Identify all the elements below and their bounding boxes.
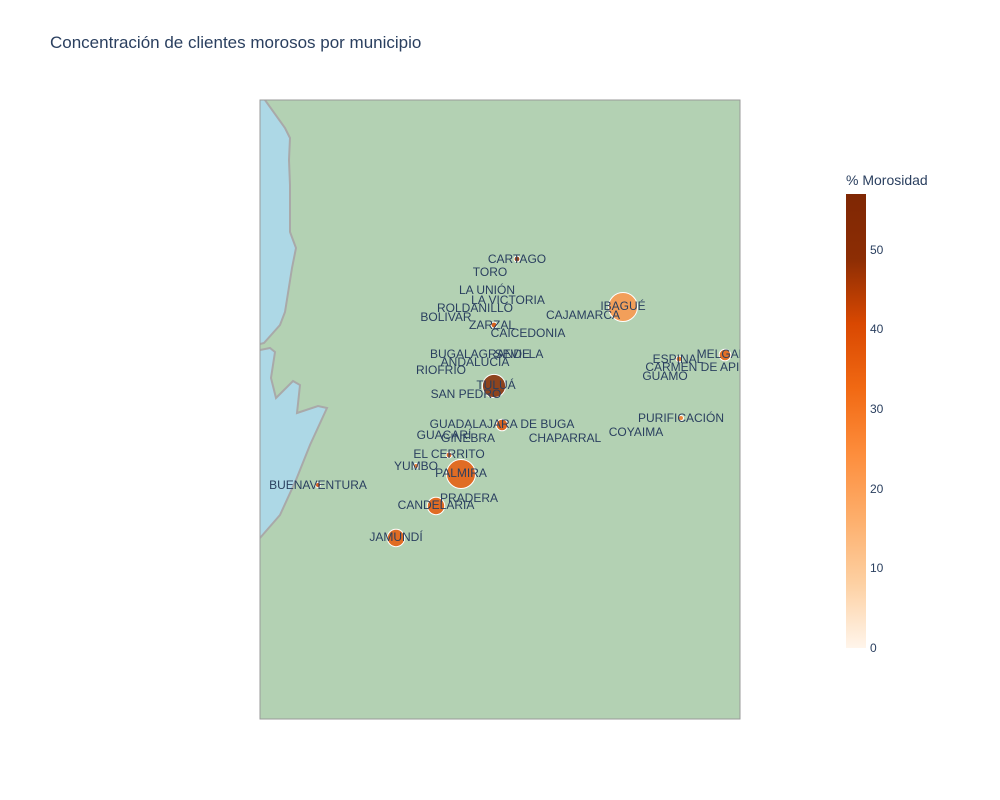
label-riofrio: RIOFRIO (416, 363, 466, 377)
label-bugalagrande: BUGALAGRANDE (430, 347, 530, 361)
label-caicedonia: CAICEDONIA (491, 326, 566, 340)
marker-yumbo[interactable] (413, 463, 419, 469)
label-chaparral: CHAPARRAL (529, 431, 602, 445)
label-espinal: ESPINAL (653, 352, 704, 366)
label-carmen-de-apicala: CARMEN DE APICALÁ (645, 359, 770, 374)
label-la-union: LA UNIÓN (459, 282, 515, 297)
colorbar-tick: 20 (870, 481, 884, 496)
colorbar-tick: 10 (870, 561, 884, 576)
label-guamo: GUAMO (642, 369, 687, 383)
marker-ibague[interactable] (608, 292, 638, 322)
label-el-cerrito: EL CERRITO (413, 447, 484, 461)
label-la-victoria: LA VICTORIA (471, 293, 545, 307)
map-land (260, 100, 740, 719)
label-sevilla: SEVILLA (495, 347, 544, 361)
colorbar-title: % Morosidad (846, 172, 928, 188)
label-cajamarca: CAJAMARCA (546, 308, 620, 322)
colorbar-tick: 0 (870, 641, 877, 655)
colorbar-tick: 30 (870, 402, 884, 417)
marker-guadalajara-de-buga[interactable] (495, 418, 509, 432)
marker-candelaria[interactable] (426, 496, 446, 516)
marker-espinal[interactable] (675, 355, 683, 363)
label-coyaima: COYAIMA (609, 425, 663, 439)
label-pradera: PRADERA (440, 491, 498, 505)
coastline-south (260, 346, 329, 539)
label-san-pedro: SAN PEDRO (431, 387, 502, 401)
label-bolivar: BOLIVAR (420, 310, 471, 324)
label-purificacion: PURIFICACIÓN (638, 410, 724, 425)
chart-title: Concentración de clientes morosos por mu… (50, 33, 422, 52)
colorbar-tick: 40 (870, 322, 884, 337)
marker-el-cerrito[interactable] (445, 451, 453, 459)
label-cartago: CARTAGO (488, 252, 546, 266)
map-ocean (260, 100, 296, 344)
label-roldanillo: ROLDANILLO (437, 301, 513, 315)
marker-purificacion[interactable] (678, 415, 684, 421)
marker-melgar[interactable] (718, 348, 732, 362)
coastline (260, 100, 298, 345)
marker-buenaventura[interactable] (315, 482, 321, 488)
map-ocean-south (260, 348, 327, 538)
marker-tulua[interactable] (481, 373, 507, 399)
label-guacari: GUACARÍ (417, 427, 472, 442)
label-palmira: PALMIRA (435, 466, 487, 480)
label-ginebra: GINEBRA (441, 431, 495, 445)
label-yumbo: YUMBO (394, 459, 438, 473)
label-tulua: TULUÁ (476, 377, 515, 392)
label-ibague: IBAGUÉ (600, 298, 645, 313)
label-zarzal: ZARZAL (469, 318, 515, 332)
label-melgar: MELGAR (697, 347, 748, 361)
colorbar (846, 194, 866, 648)
label-andalucia: ANDALUCÍA (441, 354, 510, 369)
label-buenaventura: BUENAVENTURA (269, 478, 367, 492)
marker-palmira[interactable] (446, 459, 476, 489)
marker-jamundi[interactable] (386, 528, 406, 548)
label-candelaria: CANDELARIA (398, 498, 475, 512)
colorbar-tick: 50 (870, 242, 884, 257)
map-frame (259, 99, 741, 720)
label-guadalajara-de-buga: GUADALAJARA DE BUGA (430, 417, 575, 431)
marker-cartago[interactable] (513, 255, 521, 263)
label-jamundi: JAMUNDÍ (369, 529, 423, 544)
marker-zarzal[interactable] (490, 321, 498, 329)
label-toro: TORO (473, 265, 507, 279)
